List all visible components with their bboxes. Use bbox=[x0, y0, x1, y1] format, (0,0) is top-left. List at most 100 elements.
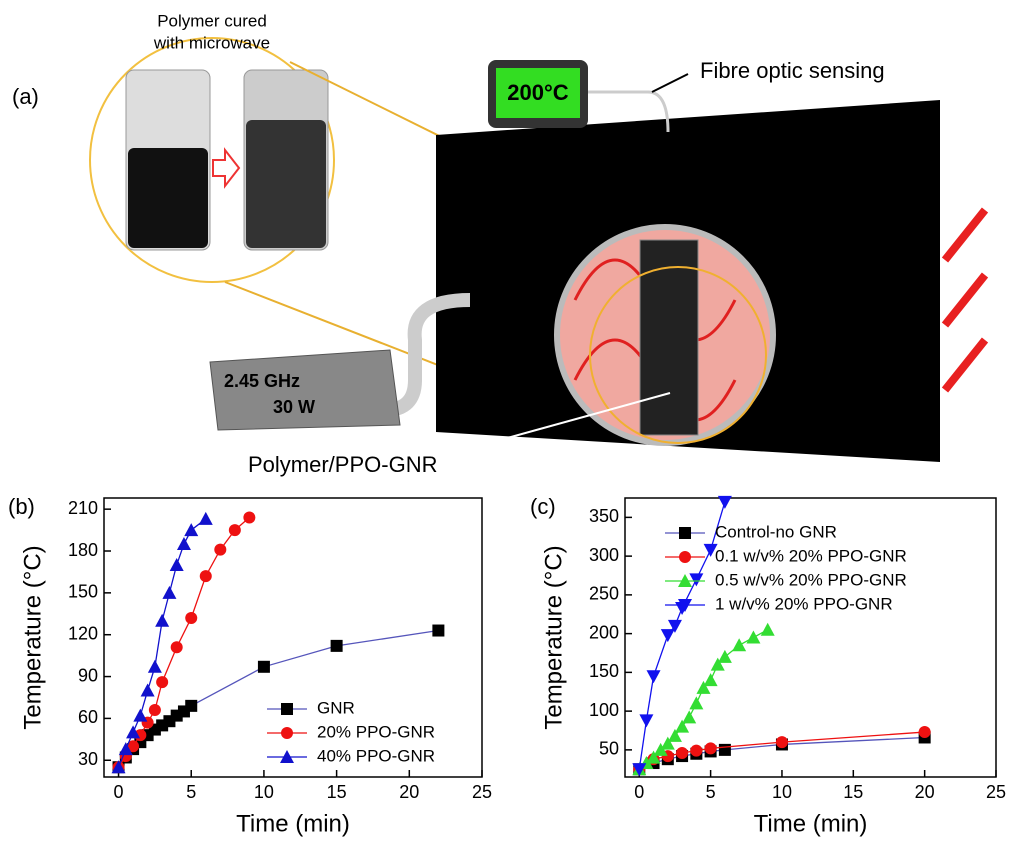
display-screen bbox=[496, 68, 580, 118]
y-tick-label: 60 bbox=[78, 707, 98, 727]
x-tick-label: 15 bbox=[843, 782, 863, 802]
x-tick-label: 10 bbox=[254, 782, 274, 802]
marker bbox=[639, 714, 654, 728]
legend-label: Control-no GNR bbox=[715, 522, 837, 541]
vial-content bbox=[128, 148, 208, 248]
marker bbox=[632, 763, 647, 777]
marker bbox=[185, 611, 198, 624]
y-axis-label: Temperature (°C) bbox=[540, 545, 567, 729]
pointer bbox=[499, 392, 671, 441]
x-tick-label: 20 bbox=[915, 782, 935, 802]
marker bbox=[703, 673, 718, 687]
source-box bbox=[209, 349, 401, 431]
legend-marker bbox=[281, 703, 293, 715]
marker bbox=[704, 742, 717, 755]
marker bbox=[653, 742, 668, 756]
marker bbox=[184, 523, 199, 537]
marker bbox=[676, 746, 689, 759]
diagram: (a) Polymer cured with microwave 200°C F… bbox=[12, 11, 989, 477]
marker bbox=[760, 622, 775, 636]
sensor-label: Fibre optic sensing bbox=[700, 58, 885, 83]
legend-marker bbox=[280, 750, 294, 763]
marker bbox=[118, 742, 133, 756]
x-axis-label: Time (min) bbox=[236, 810, 350, 837]
marker bbox=[732, 638, 747, 652]
inset-caption: with microwave bbox=[153, 33, 270, 52]
marker bbox=[667, 619, 682, 633]
marker bbox=[432, 624, 445, 637]
marker bbox=[228, 524, 241, 537]
panel-label: (b) bbox=[8, 494, 35, 519]
emission-arrow bbox=[941, 207, 989, 393]
y-tick-label: 250 bbox=[589, 584, 619, 604]
marker bbox=[689, 573, 704, 587]
fibre bbox=[588, 90, 670, 133]
legend-label: GNR bbox=[317, 698, 355, 717]
y-axis-label: Temperature (°C) bbox=[19, 545, 46, 729]
marker bbox=[717, 495, 732, 509]
marker bbox=[660, 629, 675, 643]
marker bbox=[126, 725, 141, 739]
marker bbox=[169, 557, 184, 571]
marker bbox=[162, 585, 177, 599]
marker bbox=[646, 750, 661, 764]
marker bbox=[185, 699, 198, 712]
legend-label: 0.1 w/v% 20% PPO-GNR bbox=[715, 546, 907, 565]
source-text: 2.45 GHz bbox=[224, 371, 300, 391]
marker bbox=[918, 726, 931, 739]
marker bbox=[198, 511, 213, 525]
legend-label: 1 w/v% 20% PPO-GNR bbox=[715, 594, 893, 613]
legend-marker bbox=[678, 574, 692, 587]
legend-marker bbox=[679, 527, 691, 539]
y-tick-label: 180 bbox=[68, 540, 98, 560]
legend-marker bbox=[281, 727, 293, 739]
plot-frame bbox=[103, 497, 483, 778]
marker bbox=[717, 649, 732, 663]
marker bbox=[667, 728, 682, 742]
inset-caption: Polymer cured bbox=[157, 11, 267, 30]
marker bbox=[140, 683, 155, 697]
marker bbox=[170, 641, 183, 654]
marker bbox=[682, 710, 697, 724]
vial-content bbox=[246, 120, 326, 248]
marker bbox=[746, 630, 761, 644]
y-tick-label: 350 bbox=[589, 506, 619, 526]
marker bbox=[199, 570, 212, 583]
y-tick-label: 30 bbox=[78, 749, 98, 769]
x-tick-label: 5 bbox=[706, 782, 716, 802]
y-tick-label: 50 bbox=[599, 739, 619, 759]
arrow bbox=[212, 147, 241, 189]
marker bbox=[775, 736, 788, 749]
marker bbox=[176, 537, 191, 551]
marker bbox=[147, 659, 162, 673]
y-tick-label: 150 bbox=[589, 661, 619, 681]
x-tick-label: 10 bbox=[772, 782, 792, 802]
marker bbox=[689, 696, 704, 710]
x-tick-label: 20 bbox=[399, 782, 419, 802]
y-tick-label: 200 bbox=[589, 622, 619, 642]
y-tick-label: 150 bbox=[68, 582, 98, 602]
marker bbox=[127, 740, 140, 753]
legend-label: 0.5 w/v% 20% PPO-GNR bbox=[715, 570, 907, 589]
x-tick-label: 15 bbox=[327, 782, 347, 802]
legend-marker bbox=[678, 599, 692, 612]
y-tick-label: 120 bbox=[68, 623, 98, 643]
marker bbox=[111, 760, 126, 774]
legend-label: 40% PPO-GNR bbox=[317, 746, 435, 765]
pointer bbox=[651, 73, 689, 93]
y-tick-label: 300 bbox=[589, 545, 619, 565]
x-axis-label: Time (min) bbox=[754, 810, 868, 837]
sample-vial bbox=[639, 239, 699, 436]
marker bbox=[214, 543, 227, 556]
y-tick-label: 210 bbox=[68, 498, 98, 518]
display-text: 200°C bbox=[507, 80, 569, 105]
legend-label: 20% PPO-GNR bbox=[317, 722, 435, 741]
marker bbox=[257, 660, 270, 673]
x-tick-label: 0 bbox=[114, 782, 124, 802]
x-tick-label: 25 bbox=[472, 782, 492, 802]
plot-frame bbox=[624, 497, 997, 778]
sample-label: Polymer/PPO-GNR bbox=[248, 452, 437, 477]
focus-circle bbox=[589, 266, 767, 444]
marker bbox=[156, 676, 169, 689]
